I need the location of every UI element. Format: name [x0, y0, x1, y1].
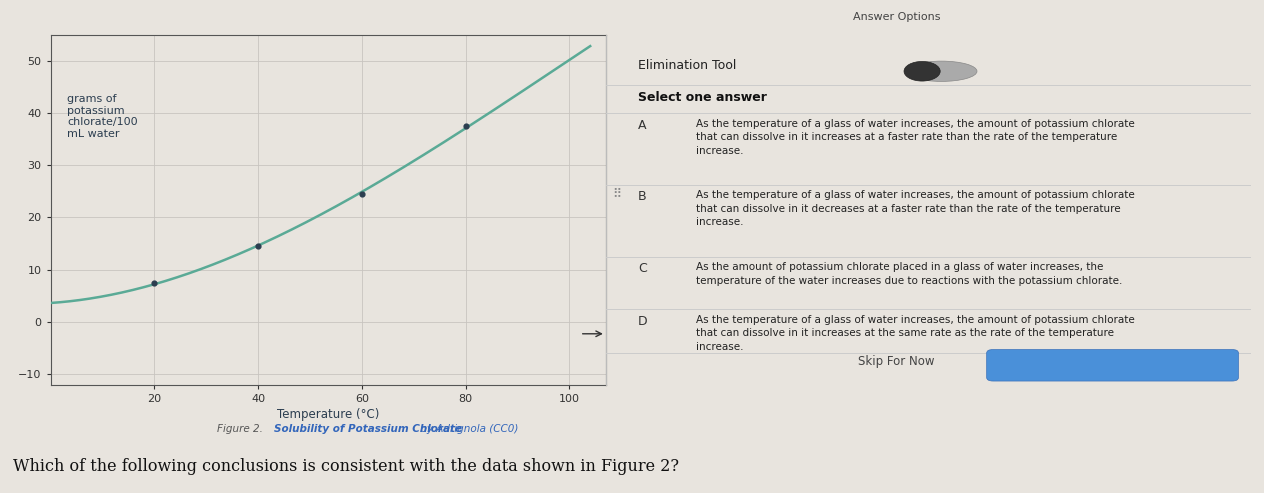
Text: As the temperature of a glass of water increases, the amount of potassium chlora: As the temperature of a glass of water i…: [696, 315, 1135, 352]
Text: Select one answer: Select one answer: [638, 91, 767, 104]
Text: Skip For Now: Skip For Now: [858, 355, 934, 368]
Text: As the temperature of a glass of water increases, the amount of potassium chlora: As the temperature of a glass of water i…: [696, 118, 1135, 156]
Text: Solubility of Potassium Chlorate: Solubility of Potassium Chlorate: [274, 424, 463, 434]
Text: by Adrignola (CC0): by Adrignola (CC0): [417, 424, 518, 434]
Text: Elimination Tool: Elimination Tool: [638, 59, 737, 72]
Text: A: A: [638, 118, 647, 132]
Text: Figure 2.: Figure 2.: [217, 424, 267, 434]
Text: As the amount of potassium chlorate placed in a glass of water increases, the
te: As the amount of potassium chlorate plac…: [696, 262, 1122, 285]
Text: Submit answer: Submit answer: [1066, 360, 1159, 370]
Text: As the temperature of a glass of water increases, the amount of potassium chlora: As the temperature of a glass of water i…: [696, 190, 1135, 227]
X-axis label: Temperature (°C): Temperature (°C): [277, 408, 379, 421]
Text: grams of
potassium
chlorate/100
mL water: grams of potassium chlorate/100 mL water: [67, 94, 138, 139]
Ellipse shape: [906, 61, 977, 81]
FancyBboxPatch shape: [987, 350, 1239, 381]
Text: Answer Options: Answer Options: [852, 12, 940, 22]
Text: D: D: [638, 315, 647, 327]
Text: Which of the following conclusions is consistent with the data shown in Figure 2: Which of the following conclusions is co…: [13, 458, 679, 475]
Text: C: C: [638, 262, 647, 275]
Text: ⠿: ⠿: [612, 187, 622, 200]
Point: [455, 122, 475, 130]
Text: B: B: [638, 190, 647, 203]
Circle shape: [904, 62, 940, 81]
Point: [144, 279, 164, 286]
Point: [351, 190, 372, 198]
Point: [248, 242, 268, 250]
